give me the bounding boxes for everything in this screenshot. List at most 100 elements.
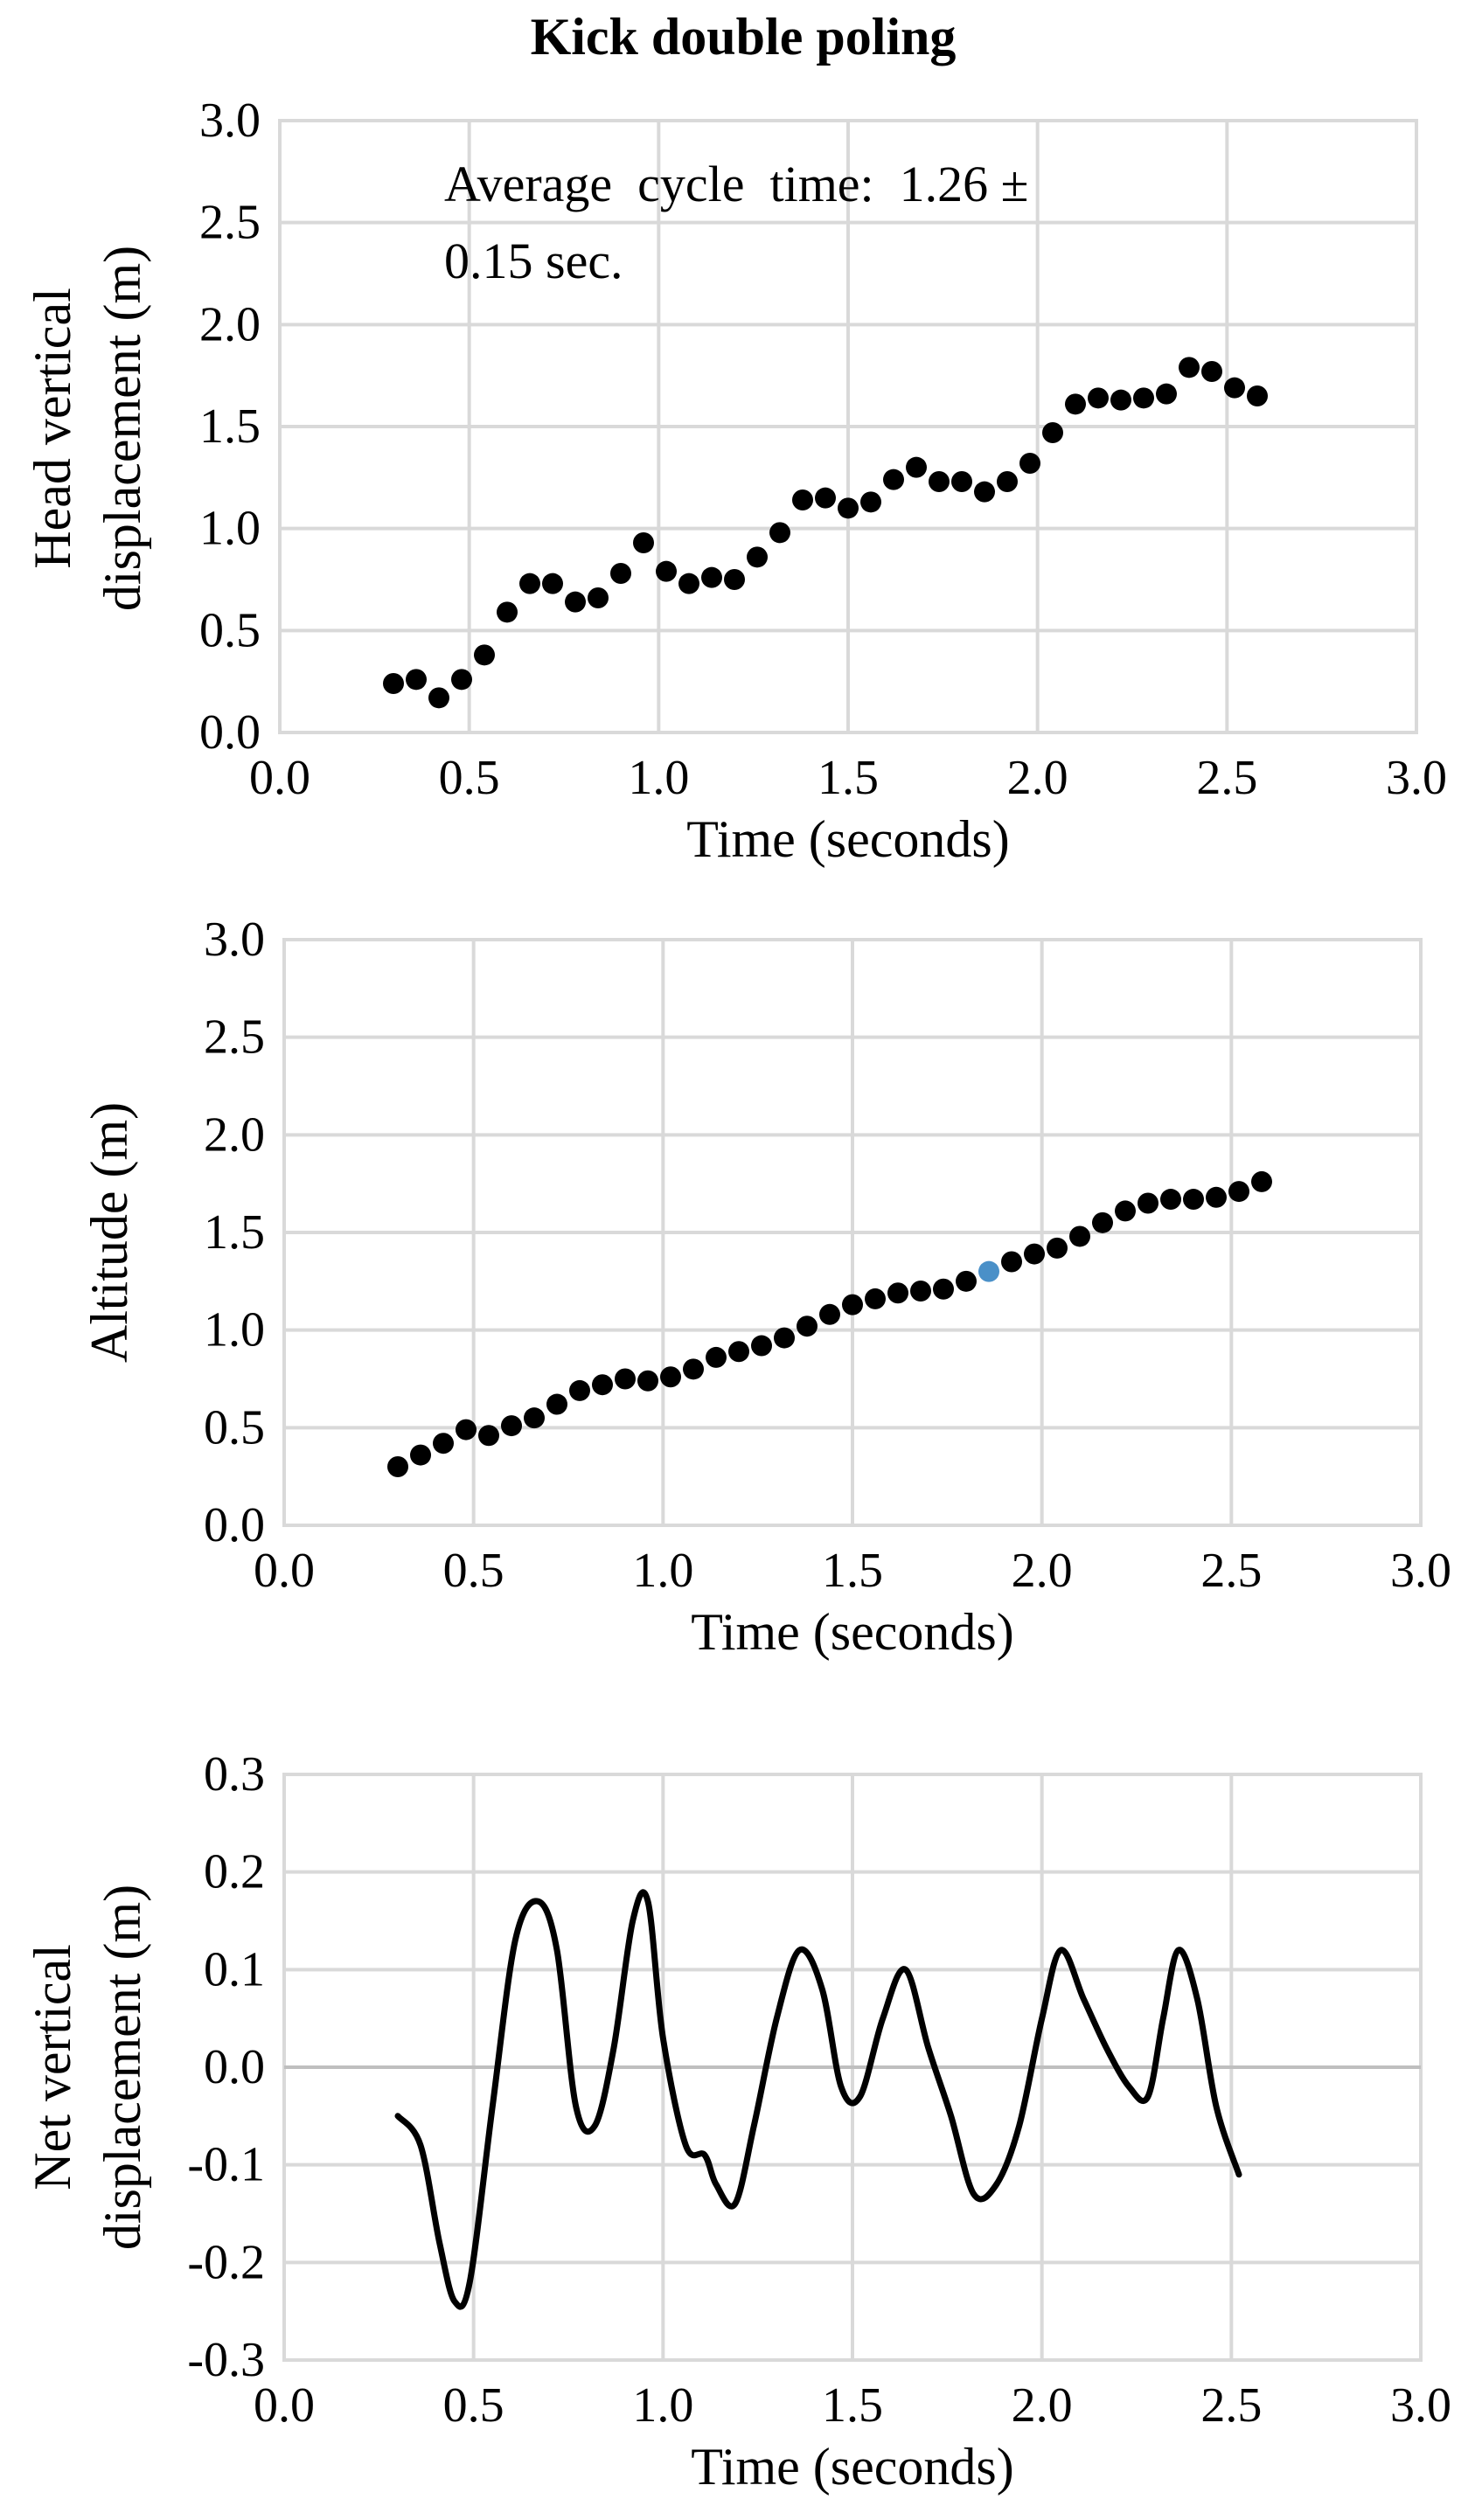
figure-title: Kick double poling	[531, 8, 957, 66]
x-tick-label: 0.5	[443, 1544, 504, 1598]
annotation-text: Average cycle time: 1.26 ±	[444, 156, 1029, 212]
data-point	[1069, 1225, 1090, 1247]
y-tick-label: 0.5	[204, 1400, 265, 1454]
data-point	[1019, 453, 1040, 474]
data-point	[929, 471, 950, 492]
data-point	[474, 644, 495, 666]
x-tick-label: 1.0	[628, 751, 689, 805]
data-point	[588, 587, 609, 608]
y-tick-label: 1.5	[199, 399, 261, 454]
y-axis-label: Net vertical	[24, 1944, 81, 2190]
data-point	[565, 591, 586, 613]
data-point	[865, 1288, 886, 1309]
data-point	[1065, 393, 1086, 415]
data-point	[610, 563, 631, 584]
data-point	[1115, 1200, 1136, 1222]
data-point	[860, 491, 881, 513]
data-point	[1133, 387, 1154, 409]
data-point	[1183, 1189, 1204, 1211]
y-axis-label: displacement (m)	[94, 246, 151, 611]
y-tick-label: -0.3	[187, 2333, 265, 2387]
x-axis-label: Time (seconds)	[691, 1603, 1013, 1661]
data-point	[501, 1415, 522, 1437]
data-point	[637, 1370, 658, 1392]
y-tick-label: 3.0	[199, 94, 261, 148]
y-tick-label: 0.5	[199, 603, 261, 657]
chart-altitude: 0.0 0.5 1.0 1.5 2.0 2.5 3.0 0.0 0.5 1.0 1.5 2.0 2.5 3…	[80, 913, 1451, 1661]
data-point	[387, 1456, 408, 1477]
data-point	[906, 456, 927, 478]
data-point	[456, 1419, 477, 1440]
data-point	[933, 1278, 954, 1300]
y-axis-label: Altitude (m)	[80, 1102, 138, 1363]
data-point	[1138, 1192, 1158, 1214]
data-point	[678, 573, 699, 594]
x-tick-label: 0.5	[439, 751, 500, 805]
data-point	[728, 1341, 749, 1363]
data-point	[1001, 1251, 1022, 1273]
annotation-text: 0.15 sec.	[444, 233, 623, 289]
data-point	[701, 566, 722, 588]
data-point	[1247, 385, 1268, 406]
data-point	[1224, 377, 1245, 399]
y-tick-label: 0.0	[199, 705, 261, 760]
x-tick-label: 0.5	[443, 2378, 504, 2433]
data-point	[546, 1393, 567, 1415]
data-point	[683, 1358, 704, 1380]
data-point	[838, 497, 859, 519]
data-point	[819, 1303, 840, 1325]
data-point	[951, 471, 972, 492]
y-tick-label: 2.0	[199, 297, 261, 351]
y-tick-label: -0.2	[187, 2235, 265, 2289]
data-point	[1088, 387, 1109, 409]
x-tick-label: 1.5	[822, 1544, 883, 1598]
x-tick-label: 1.5	[822, 2378, 883, 2433]
x-tick-label: 1.0	[632, 1544, 693, 1598]
x-axis-label: Time (seconds)	[691, 2438, 1013, 2496]
x-tick-label: 2.5	[1200, 2378, 1262, 2433]
data-point	[406, 669, 427, 691]
x-axis-label: Time (seconds)	[686, 810, 1009, 868]
data-point	[660, 1366, 681, 1388]
x-tick-label: 1.5	[818, 751, 879, 805]
data-point	[883, 469, 904, 490]
data-point	[383, 673, 404, 694]
data-point	[887, 1282, 908, 1304]
x-tick-label: 0.0	[254, 2378, 315, 2433]
chart-net-vertical-displacement: 0.0 0.5 1.0 1.5 2.0 2.5 3.0 0.3 0.2 0.1 0.0 -0.1 -0.…	[24, 1747, 1451, 2496]
data-point	[815, 487, 836, 509]
x-tick-label: 2.5	[1200, 1544, 1262, 1598]
data-point	[910, 1281, 931, 1302]
data-point	[842, 1294, 863, 1316]
data-point	[542, 573, 563, 594]
data-point	[569, 1379, 590, 1401]
data-point	[1156, 383, 1177, 405]
data-point	[451, 669, 472, 691]
data-point	[997, 471, 1018, 492]
y-tick-label: 0.2	[204, 1845, 265, 1899]
x-tick-label: 3.0	[1390, 1544, 1451, 1598]
data-point	[592, 1374, 613, 1396]
data-point	[1024, 1243, 1045, 1265]
y-tick-label: 2.0	[204, 1107, 265, 1162]
data-point	[433, 1433, 454, 1454]
data-point	[497, 601, 518, 623]
data-point	[974, 481, 995, 503]
x-tick-label: 2.0	[1007, 751, 1068, 805]
data-point	[774, 1327, 795, 1349]
data-point	[428, 687, 449, 709]
data-point	[792, 489, 813, 510]
data-point	[1047, 1237, 1068, 1259]
y-tick-label: 2.5	[204, 1010, 265, 1065]
x-tick-label: 0.0	[254, 1544, 315, 1598]
data-point	[524, 1407, 545, 1429]
data-point	[656, 560, 677, 582]
data-point	[1228, 1181, 1249, 1203]
y-tick-label: 2.5	[199, 196, 261, 250]
y-tick-label: 1.0	[204, 1303, 265, 1357]
x-tick-label: 2.0	[1012, 1544, 1073, 1598]
y-tick-label: 3.0	[204, 913, 265, 967]
data-point	[1201, 361, 1222, 382]
x-tick-label: 2.0	[1012, 2378, 1073, 2433]
